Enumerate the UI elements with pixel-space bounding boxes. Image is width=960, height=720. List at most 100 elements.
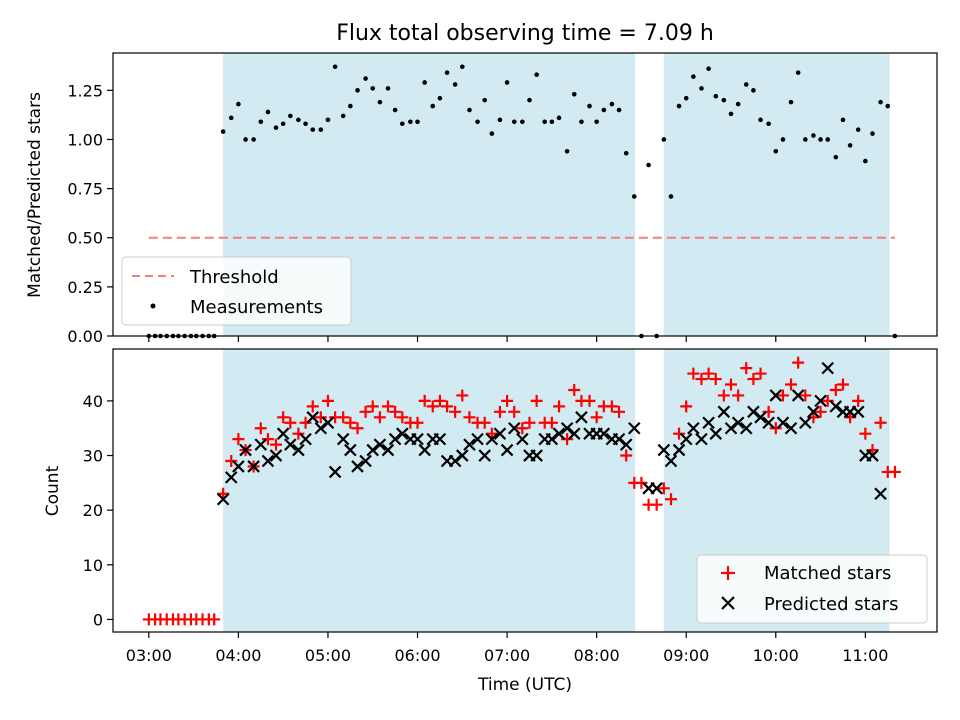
predicted-star-point [373, 438, 387, 451]
matched-star-point [493, 405, 506, 418]
measurement-point [370, 86, 376, 91]
measurement-point [258, 119, 264, 125]
matched-star-point [449, 405, 462, 418]
measurement-point [236, 101, 241, 107]
measurement-point [422, 80, 427, 85]
measurement-point [296, 117, 301, 123]
predicted-star-point [560, 421, 574, 435]
predicted-star-point [276, 427, 290, 440]
predicted-star-point [717, 405, 731, 419]
matched-star-point [859, 427, 872, 440]
predicted-star-point [388, 432, 402, 446]
x-tick-label: 07:00 [484, 646, 530, 665]
predicted-star-point [493, 427, 507, 440]
measurement-point [542, 119, 548, 125]
matched-legend-swatch [721, 566, 735, 580]
matched-star-point [590, 411, 603, 424]
top-y-tick-label: 1.25 [67, 81, 103, 100]
predicted-star-point [292, 443, 305, 457]
predicted-star-point [396, 427, 409, 440]
measurements-legend-label: Measurements [190, 297, 323, 318]
predicted-star-point [664, 454, 678, 468]
measurement-point [661, 137, 667, 142]
measurement-point [721, 97, 727, 103]
predicted-star-point [814, 394, 827, 408]
measurement-point [594, 119, 599, 125]
measurement-point [482, 97, 487, 103]
matched-star-point [687, 367, 700, 380]
top-panel: 0.00 0.25 0.50 0.75 1.00 1.25 Matched/Predict… [25, 52, 938, 346]
matched-star-point [501, 394, 514, 407]
measurement-point [310, 127, 316, 132]
matched-legend-label: Matched stars [764, 563, 891, 584]
predicted-star-point [619, 438, 633, 451]
predicted-star-point [448, 454, 462, 468]
predicted-star-point [328, 465, 342, 479]
x-tick-label: 05:00 [305, 646, 351, 665]
measurement-point [527, 97, 532, 103]
matched-star-point [605, 400, 618, 413]
measurement-point [847, 143, 853, 148]
measurement-point [713, 93, 719, 99]
matched-star-point [208, 613, 221, 626]
measurement-point [220, 129, 226, 134]
measurement-point [460, 64, 465, 70]
predicted-star-point [232, 460, 245, 473]
predicted-star-point [657, 443, 671, 457]
matched-star-point [620, 449, 633, 462]
top-y-tick-label: 1.00 [67, 130, 103, 149]
matched-star-point [463, 411, 476, 424]
matched-star-point [292, 427, 305, 440]
predicted-star-point [485, 432, 499, 446]
matched-star-point [344, 416, 357, 429]
shaded-span-1 [663, 53, 890, 336]
matched-star-point [299, 416, 312, 429]
predicted-star-point [516, 432, 529, 446]
measurement-point [885, 103, 891, 109]
predicted-star-point [791, 389, 805, 402]
predicted-star-point [874, 487, 887, 501]
measurement-point [437, 95, 443, 101]
matched-star-point [478, 416, 491, 429]
predicted-star-point [627, 421, 641, 435]
measurement-point [863, 158, 868, 164]
predicted-star-point [702, 416, 715, 430]
measurement-point [399, 121, 405, 127]
matched-star-point [613, 405, 626, 418]
top-y-tick-label: 0.75 [67, 180, 103, 199]
predicted-star-point [224, 471, 238, 484]
matched-star-point [516, 422, 529, 435]
predicted-star-point [739, 421, 753, 435]
measurement-point [534, 72, 539, 77]
bottom-legend-box [696, 554, 928, 624]
matched-star-point [545, 416, 558, 429]
measurement-point [728, 111, 734, 117]
measurement-point [735, 101, 741, 107]
predicted-star-point [552, 427, 566, 440]
predicted-star-point [314, 421, 328, 435]
predicted-star-point [351, 460, 364, 473]
predicted-star-point [597, 427, 611, 440]
measurement-point [288, 113, 293, 119]
matched-star-point [232, 433, 245, 446]
matched-star-point [888, 465, 901, 478]
predicted-star-point [769, 389, 783, 402]
predicted-star-point [650, 482, 663, 495]
measurement-point [444, 70, 450, 75]
predicted-star-point [359, 454, 372, 468]
matched-star-point [441, 400, 454, 413]
predicted-star-point [411, 432, 424, 446]
matched-star-point [776, 389, 789, 402]
predicted-star-point [687, 421, 700, 435]
predicted-star-point [851, 405, 865, 419]
matched-star-point [874, 416, 887, 429]
predicted-star-point [216, 492, 230, 506]
measurement-point [683, 95, 689, 101]
matched-star-point [680, 400, 693, 413]
measurement-point [452, 82, 458, 87]
measurement-point [571, 91, 577, 97]
measurement-point [840, 117, 846, 123]
measurement-point [833, 154, 839, 160]
predicted-star-point [530, 449, 543, 462]
top-y-tick-label: 0.50 [67, 229, 103, 248]
